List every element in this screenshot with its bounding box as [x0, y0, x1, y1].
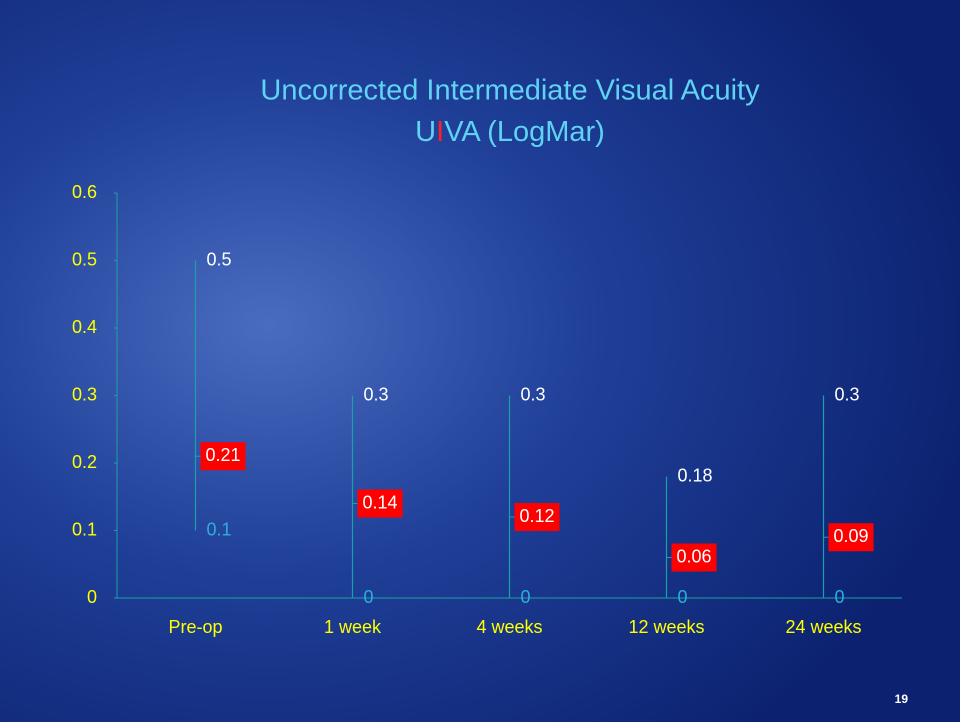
mean-label: 0.09 — [834, 526, 869, 546]
subtitle-part: VA (LogMar) — [444, 116, 605, 148]
low-label: 0 — [521, 587, 531, 607]
mean-box — [357, 489, 403, 518]
mean-box — [514, 503, 560, 531]
subtitle-part: I — [436, 116, 444, 148]
x-tick-label: 4 weeks — [476, 617, 542, 637]
y-tick-label: 0.6 — [72, 182, 97, 202]
mean-label: 0.06 — [677, 546, 712, 566]
y-tick-label: 0.3 — [72, 384, 97, 404]
slide-number: 19 — [895, 692, 909, 706]
x-tick-label: Pre-op — [168, 617, 222, 637]
mean-box — [671, 543, 717, 572]
x-tick-label: 12 weeks — [628, 617, 704, 637]
high-label: 0.3 — [521, 384, 546, 404]
low-label: 0 — [835, 587, 845, 607]
mean-box — [828, 523, 874, 552]
mean-label: 0.21 — [206, 445, 241, 465]
high-label: 0.3 — [835, 384, 860, 404]
high-label: 0.18 — [678, 465, 713, 485]
x-tick-label: 24 weeks — [785, 617, 861, 637]
mean-label: 0.14 — [363, 492, 398, 512]
y-tick-label: 0.2 — [72, 452, 97, 472]
low-label: 0.1 — [207, 519, 232, 539]
x-tick-label: 1 week — [324, 617, 382, 637]
chart-subtitle: UIVA (LogMar) — [415, 116, 605, 148]
high-label: 0.5 — [207, 249, 232, 269]
mean-box — [200, 442, 246, 471]
chart-title: Uncorrected Intermediate Visual Acuity — [260, 75, 760, 107]
y-tick-label: 0.5 — [72, 249, 97, 269]
low-label: 0 — [364, 587, 374, 607]
mean-label: 0.12 — [520, 506, 555, 526]
subtitle-part: U — [415, 116, 436, 148]
low-label: 0 — [678, 587, 688, 607]
y-tick-label: 0.1 — [72, 519, 97, 539]
y-tick-label: 0.4 — [72, 317, 97, 337]
y-tick-label: 0 — [87, 587, 97, 607]
high-label: 0.3 — [364, 384, 389, 404]
